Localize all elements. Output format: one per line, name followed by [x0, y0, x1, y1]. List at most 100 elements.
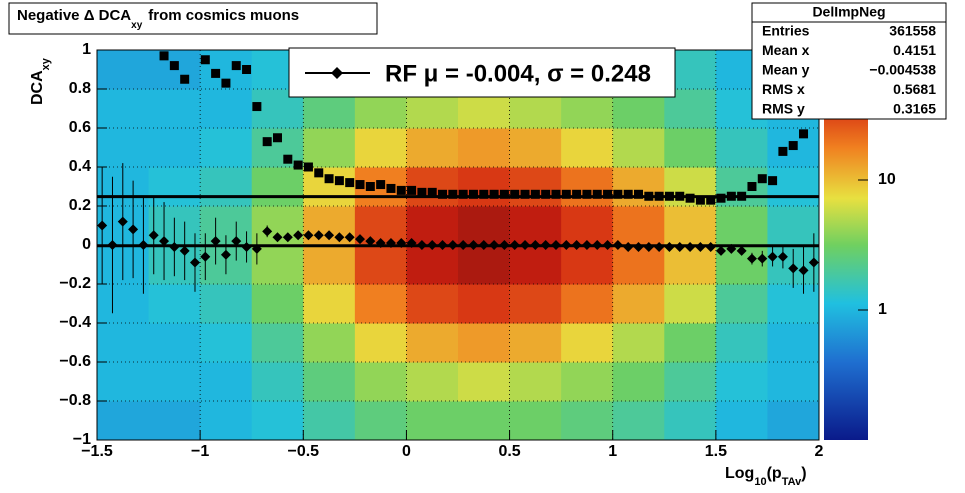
heatmap-cell [612, 206, 665, 246]
square-marker [293, 160, 303, 170]
stats-label: Mean y [762, 62, 810, 78]
square-marker [303, 162, 313, 172]
diamond-marker [365, 236, 376, 247]
square-marker [479, 189, 489, 199]
diamond-marker [767, 251, 778, 262]
heatmap-cell [509, 167, 562, 207]
diamond-marker [334, 232, 345, 243]
heatmap-cell [303, 401, 356, 441]
y-tick-label: 0.4 [69, 158, 91, 175]
heatmap-cell [406, 323, 459, 363]
heatmap-cell [148, 401, 201, 441]
heatmap-cell [715, 206, 768, 246]
y-tick-label: −0.8 [59, 392, 91, 409]
square-marker [737, 191, 747, 201]
heatmap-cell [97, 401, 150, 441]
heatmap-cell [251, 167, 304, 207]
diamond-marker [571, 240, 582, 250]
diamond-marker [726, 243, 737, 254]
heatmap-cell [612, 284, 665, 324]
heatmap-cell [251, 245, 304, 285]
diamond-marker [97, 220, 108, 231]
heatmap-cell [303, 284, 356, 324]
diamond-marker [643, 241, 654, 252]
diamond-marker [520, 240, 531, 250]
square-marker [664, 191, 674, 201]
heatmap-cell [458, 206, 511, 246]
square-marker [489, 189, 499, 199]
diamond-marker [169, 241, 180, 252]
legend-label: RF μ = -0.004, σ = 0.248 [385, 60, 651, 87]
heatmap-cell [354, 284, 407, 324]
heatmap-cell [406, 206, 459, 246]
heatmap-cell [664, 128, 717, 168]
square-marker [788, 141, 798, 151]
heatmap-cell [458, 167, 511, 207]
diamond-marker [623, 241, 634, 252]
stats-value: 361558 [889, 23, 936, 39]
heatmap-cell [251, 323, 304, 363]
diamond-marker [592, 240, 603, 250]
diamond-marker [746, 253, 757, 264]
heatmap-cell [97, 362, 150, 402]
square-marker [654, 191, 664, 201]
heatmap-cell [200, 323, 253, 363]
x-tick-label: −1.5 [81, 443, 113, 460]
heatmap-cell [767, 167, 820, 207]
square-marker [417, 187, 427, 197]
stats-rows: Entries 361558 Mean x 0.4151 Mean y −0.004538… [762, 23, 936, 117]
square-marker [242, 65, 252, 74]
heatmap-cell [715, 323, 768, 363]
diamond-marker [251, 243, 262, 254]
heatmap-cell [509, 128, 562, 168]
y-tick-label: 1 [82, 41, 91, 58]
heatmap-cell [715, 128, 768, 168]
diamond-marker [716, 245, 727, 256]
diamond-marker [757, 253, 768, 264]
square-marker [468, 189, 478, 199]
heatmap-cell [561, 128, 614, 168]
square-marker [365, 182, 375, 191]
x-tick-label: 0.5 [498, 443, 520, 460]
heatmap-cell [458, 323, 511, 363]
heatmap-cell [458, 284, 511, 324]
square-marker [592, 189, 602, 199]
square-marker [768, 176, 778, 186]
heatmap-cell [406, 128, 459, 168]
x-axis-label: Log10(pTAv) [725, 465, 807, 488]
diamond-marker [499, 240, 510, 250]
heatmap-cell [406, 401, 459, 441]
square-marker [520, 189, 530, 199]
stats-value: 0.4151 [893, 42, 936, 58]
square-marker [355, 180, 365, 190]
square-marker [438, 189, 448, 199]
diamond-marker [540, 240, 551, 250]
diamond-marker [478, 240, 489, 250]
square-marker [314, 168, 324, 178]
square-marker [427, 187, 437, 197]
square-marker [572, 189, 582, 199]
square-marker [499, 189, 509, 199]
stats-label: RMS x [762, 81, 805, 97]
diamond-marker [788, 263, 799, 274]
diamond-marker [808, 257, 819, 268]
diamond-marker [282, 232, 293, 243]
diamond-marker [148, 230, 159, 241]
heatmap-cell [354, 362, 407, 402]
title-box [8, 2, 378, 35]
diamond-marker [406, 238, 417, 249]
square-marker [334, 176, 344, 186]
diamond-marker [458, 240, 469, 250]
diamond-marker [685, 241, 696, 252]
diamond-marker [736, 245, 747, 256]
square-marker [551, 189, 561, 199]
square-marker [169, 61, 179, 71]
heatmap-cell [97, 323, 150, 363]
y-tick-label: −1 [73, 431, 91, 448]
square-marker [561, 189, 571, 199]
y-tick-label: −0.2 [59, 275, 91, 292]
heatmap-cell [561, 167, 614, 207]
diamond-marker [344, 232, 355, 243]
diamond-marker [427, 240, 438, 250]
heatmap-cell [251, 362, 304, 402]
